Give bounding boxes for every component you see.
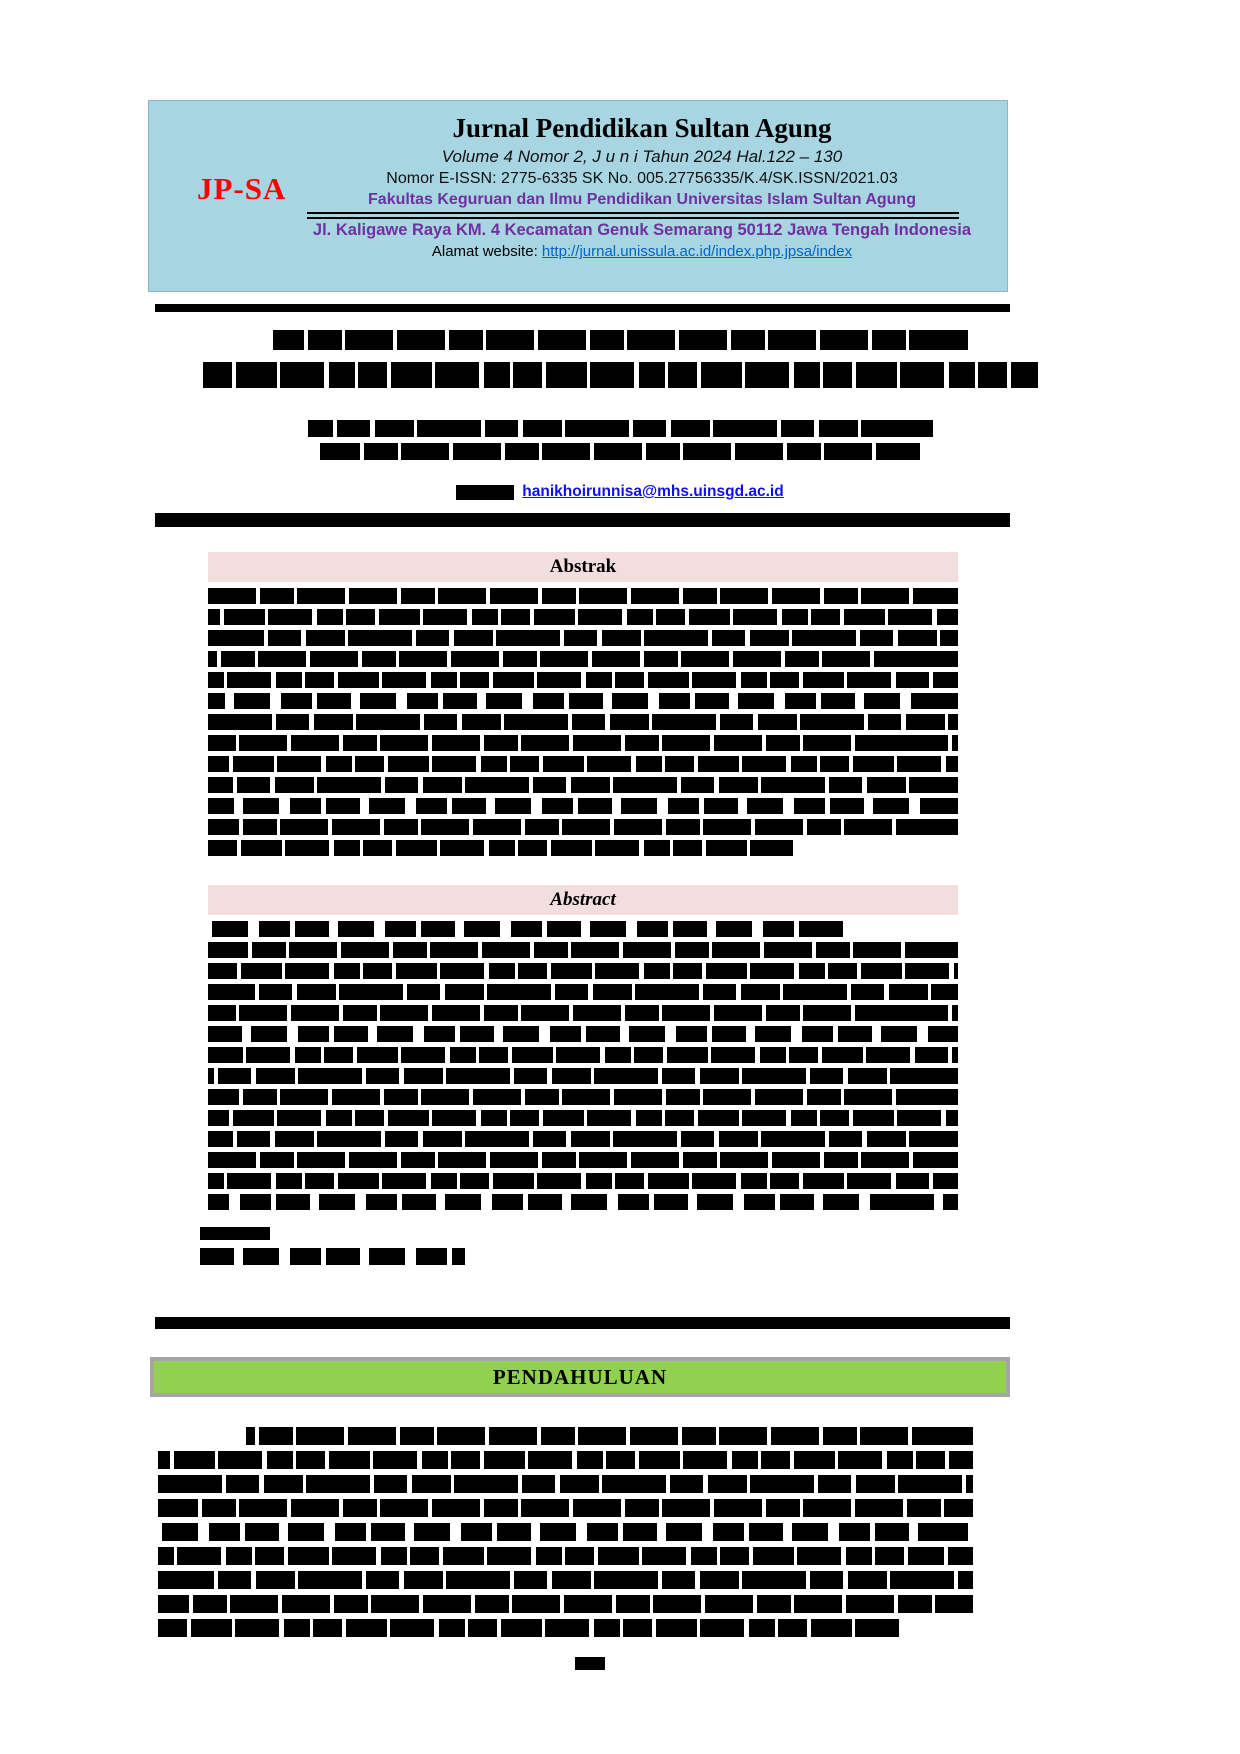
pendahuluan-heading: PENDAHULUAN <box>150 1357 1010 1397</box>
journal-logo: JP-SA <box>197 171 287 206</box>
abstrak-body-redacted <box>208 588 958 856</box>
author-line-redacted <box>320 443 920 461</box>
redacted-line <box>208 693 958 709</box>
redacted-line <box>158 1475 973 1493</box>
redacted-line <box>208 1173 958 1189</box>
article-title-row-2 <box>0 362 1240 388</box>
redacted-line <box>208 984 958 1000</box>
email-row: hanikhoirunnisa@mhs.uinsgd.ac.id <box>0 483 1240 501</box>
abstract-section: Abstract <box>208 885 958 1215</box>
abstract-body-redacted <box>208 921 958 1210</box>
redacted-line <box>208 588 958 604</box>
journal-header-text: Jurnal Pendidikan Sultan Agung Volume 4 … <box>277 101 1007 260</box>
redacted-line <box>208 1026 958 1042</box>
keywords-line-redacted <box>200 1248 465 1265</box>
redacted-line <box>158 1595 973 1613</box>
redacted-line <box>208 798 958 814</box>
journal-faculty-line: Fakultas Keguruan dan Ilmu Pendidikan Un… <box>368 191 916 209</box>
redacted-line <box>208 1194 958 1210</box>
redacted-line <box>158 1547 973 1565</box>
abstrak-heading: Abstrak <box>208 552 958 582</box>
redacted-line <box>208 1152 958 1168</box>
journal-issn-line: Nomor E-ISSN: 2775-6335 SK No. 005.27756… <box>386 170 898 188</box>
article-title-redacted <box>272 330 968 350</box>
abstrak-section: Abstrak <box>208 552 958 861</box>
redacted-line <box>208 963 958 979</box>
intro-paragraph-redacted <box>158 1427 973 1643</box>
page-number-redacted <box>575 1657 605 1670</box>
redacted-line <box>208 735 958 751</box>
redacted-line <box>208 651 958 667</box>
author-row-1 <box>0 420 1240 438</box>
author-row-2 <box>0 443 1240 461</box>
redacted-line <box>208 1131 958 1147</box>
redacted-line <box>208 672 958 688</box>
keywords-block <box>200 1227 465 1265</box>
journal-title: Jurnal Pendidikan Sultan Agung <box>452 113 832 143</box>
author-line-redacted <box>307 420 933 438</box>
journal-website-line: Alamat website: http://jurnal.unissula.a… <box>277 243 1007 260</box>
redacted-line <box>208 609 958 625</box>
top-divider-rule <box>155 304 1010 312</box>
article-title-row-1 <box>0 330 1240 350</box>
redacted-line <box>208 819 958 835</box>
journal-header: JP-SA Jurnal Pendidikan Sultan Agung Vol… <box>148 100 1008 292</box>
email-label-redacted <box>456 484 515 500</box>
redacted-line <box>246 1427 973 1445</box>
redacted-line <box>158 1571 973 1589</box>
email-link[interactable]: hanikhoirunnisa@mhs.uinsgd.ac.id <box>522 483 784 500</box>
redacted-line <box>208 921 848 937</box>
redacted-line <box>208 840 793 856</box>
abstract-heading: Abstract <box>208 885 958 915</box>
redacted-line <box>208 1047 958 1063</box>
redacted-line <box>208 630 958 646</box>
website-label: Alamat website: <box>431 243 538 261</box>
website-link[interactable]: http://jurnal.unissula.ac.id/index.php.j… <box>541 243 853 261</box>
journal-address-line: Jl. Kaligawe Raya KM. 4 Kecamatan Genuk … <box>312 221 972 240</box>
redacted-line <box>208 756 958 772</box>
double-divider <box>307 212 959 220</box>
redacted-line <box>158 1451 973 1469</box>
author-divider-rule <box>155 513 1010 527</box>
redacted-line <box>208 714 958 730</box>
body-divider-rule <box>155 1317 1010 1329</box>
keywords-label-redacted <box>200 1227 270 1240</box>
redacted-line <box>158 1499 973 1517</box>
redacted-line <box>158 1619 903 1637</box>
redacted-line <box>208 1110 958 1126</box>
redacted-line <box>158 1523 973 1541</box>
article-subtitle-redacted <box>202 362 1038 388</box>
redacted-line <box>208 1068 958 1084</box>
redacted-line <box>208 1005 958 1021</box>
redacted-line <box>208 942 958 958</box>
redacted-line <box>208 1089 958 1105</box>
redacted-line <box>208 777 958 793</box>
journal-volume-line: Volume 4 Nomor 2, J u n i Tahun 2024 Hal… <box>441 147 843 167</box>
